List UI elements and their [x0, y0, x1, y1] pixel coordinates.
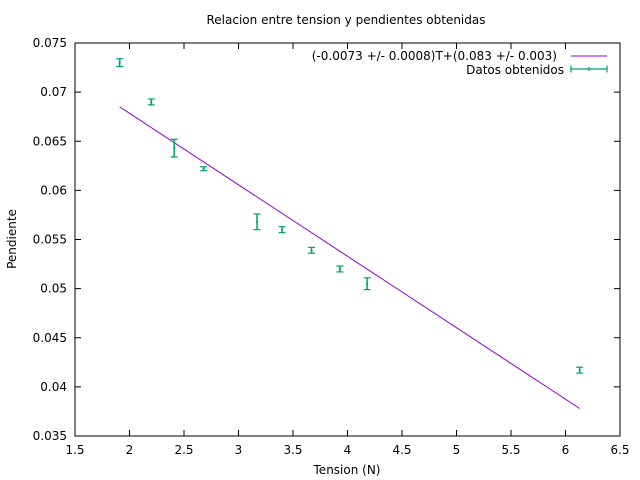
y-tick-label: 0.075 [33, 36, 67, 50]
legend-label-data: Datos obtenidos [466, 63, 564, 77]
data-point [170, 138, 178, 158]
x-tick-label: 2.5 [174, 443, 193, 457]
x-tick-label: 5 [453, 443, 461, 457]
x-tick-label: 4.5 [392, 443, 411, 457]
y-tick-label: 0.05 [40, 282, 67, 296]
y-axis-label: Pendiente [5, 209, 19, 269]
y-tick-label: 0.06 [40, 183, 67, 197]
x-axis-label: Tension (N) [313, 463, 381, 477]
y-tick-label: 0.045 [33, 331, 67, 345]
plot-frame [74, 42, 621, 437]
x-tick-label: 4 [344, 443, 352, 457]
y-tick-label: 0.035 [33, 429, 67, 443]
x-tick-label: 3 [235, 443, 243, 457]
x-tick-label: 3.5 [283, 443, 302, 457]
data-point [116, 58, 124, 68]
data-point [308, 246, 316, 254]
data-points-series [116, 58, 584, 374]
x-tick-label: 5.5 [501, 443, 520, 457]
y-tick-label: 0.065 [33, 134, 67, 148]
x-tick-label: 2 [126, 443, 134, 457]
data-point [278, 226, 286, 234]
axis-ticks: 1.5 2 2.5 3 3.5 4 4.5 5 5.5 6 6.5 0.035 0.04 0.045 0.0… [33, 36, 630, 457]
y-tick-label: 0.04 [40, 380, 67, 394]
data-point [576, 366, 584, 374]
data-point [336, 265, 344, 273]
chart-title: Relacion entre tension y pendientes obte… [207, 13, 486, 27]
fit-line-series [119, 106, 580, 409]
x-tick-label: 1.5 [65, 443, 84, 457]
legend-label-fit: (-0.0073 +/- 0.0008)T+(0.083 +/- 0.003) [312, 49, 557, 63]
x-tick-label: 6 [562, 443, 570, 457]
data-point [147, 98, 155, 106]
y-tick-label: 0.055 [33, 233, 67, 247]
data-point [200, 166, 208, 172]
fit-line [119, 106, 580, 409]
x-tick-label: 6.5 [610, 443, 629, 457]
data-point [253, 213, 261, 231]
legend: (-0.0073 +/- 0.0008)T+(0.083 +/- 0.003)D… [312, 49, 608, 77]
data-point [363, 277, 371, 291]
y-tick-label: 0.07 [40, 85, 67, 99]
